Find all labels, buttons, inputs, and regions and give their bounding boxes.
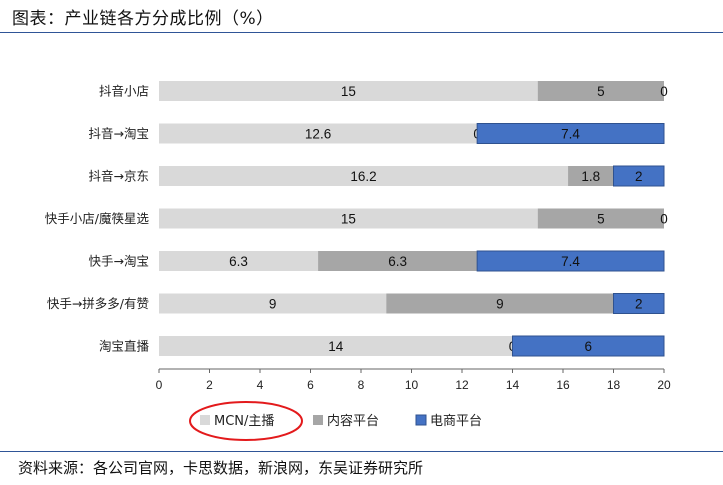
x-tick-label: 20 (657, 378, 671, 392)
data-label: 6.3 (229, 254, 248, 269)
data-label: 16.2 (350, 169, 376, 184)
legend-label: 内容平台 (327, 413, 379, 429)
x-tick-label: 8 (358, 378, 365, 392)
x-tick-label: 10 (405, 378, 419, 392)
data-label: 2 (635, 169, 643, 184)
legend: MCN/主播 内容平台 电商平台 (189, 401, 482, 441)
category-label: 快手→拼多多/有赞 (47, 296, 149, 311)
bar-segment (159, 208, 538, 229)
bar-segment (386, 293, 614, 314)
x-tick-label: 14 (506, 378, 520, 392)
figure-title: 图表：产业链各方分成比例（%） (12, 9, 274, 29)
data-label: 7.4 (561, 127, 580, 142)
bar-segment (613, 293, 665, 314)
bar-segment (476, 250, 665, 272)
data-label: 0 (660, 212, 668, 227)
bottom-rule (0, 451, 723, 452)
bar-segment (159, 166, 569, 186)
data-label: 9 (496, 297, 504, 312)
bar-segment (159, 293, 387, 314)
category-label: 淘宝直播 (99, 339, 150, 354)
legend-swatch (313, 415, 323, 425)
data-label: 1.8 (581, 169, 600, 184)
bar-segment (159, 81, 538, 101)
x-tick-label: 6 (307, 378, 314, 392)
category-label: 抖音→淘宝 (89, 126, 149, 141)
data-label: 15 (341, 84, 356, 99)
category-labels: 抖音小店抖音→淘宝抖音→京东快手小店/魔筷星选快手→淘宝快手→拼多多/有赞淘宝直… (45, 84, 150, 354)
category-label: 抖音→京东 (89, 169, 149, 184)
bar-segment (537, 208, 664, 229)
legend-label: 电商平台 (430, 414, 482, 429)
bar-segment (476, 123, 665, 144)
bar-segment (159, 336, 513, 356)
x-tick-label: 4 (257, 378, 264, 392)
data-label: 2 (635, 297, 643, 312)
x-tick-label: 2 (206, 378, 213, 392)
data-label: 15 (341, 212, 356, 227)
data-label: 6.3 (388, 254, 407, 269)
data-label: 12.6 (305, 127, 331, 142)
bar-segment (568, 166, 614, 186)
data-label: 6 (584, 339, 592, 354)
category-label: 快手→淘宝 (89, 254, 149, 269)
data-label: 14 (328, 339, 344, 354)
x-axis: 0 2 4 6 8 10 12 14 16 18 20 (156, 368, 671, 392)
bar-segment (318, 251, 478, 271)
x-tick-label: 18 (607, 378, 621, 392)
legend-swatch (200, 415, 210, 425)
data-label: 0 (660, 84, 668, 99)
top-rule (0, 32, 723, 33)
bar-segment (159, 251, 319, 271)
legend-label: MCN/主播 (214, 414, 274, 429)
bar-segment (512, 335, 665, 357)
legend-swatch (415, 414, 427, 426)
legend-highlight-ellipse (189, 401, 303, 441)
data-label: 7.4 (561, 254, 580, 269)
source-note: 资料来源：各公司官网，卡思数据，新浪网，东吴证券研究所 (18, 459, 424, 477)
category-label: 抖音小店 (99, 84, 149, 99)
data-label: 5 (597, 84, 605, 99)
x-tick-label: 16 (556, 378, 570, 392)
bar-segment (159, 123, 478, 144)
data-label: 9 (269, 297, 277, 312)
data-label: 5 (597, 212, 605, 227)
x-tick-label: 0 (156, 378, 163, 392)
category-label: 快手小店/魔筷星选 (45, 211, 150, 226)
bar-segment (613, 165, 665, 187)
x-tick-label: 12 (455, 378, 469, 392)
bar-segment (537, 81, 664, 101)
